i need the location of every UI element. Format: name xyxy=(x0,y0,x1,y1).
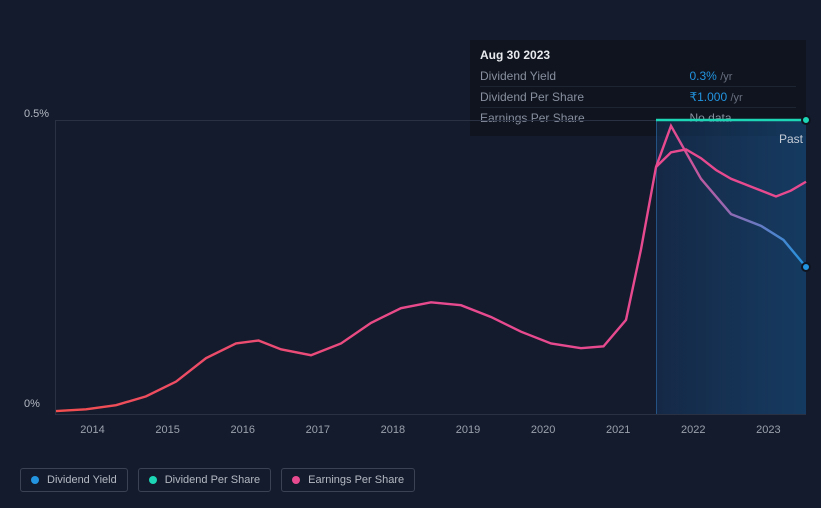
x-axis: 2014 2015 2016 2017 2018 2019 2020 2021 … xyxy=(55,424,806,436)
line-earnings-per-share xyxy=(656,149,806,196)
legend-item-dividend-yield[interactable]: Dividend Yield xyxy=(20,468,128,492)
legend-label: Dividend Per Share xyxy=(165,474,260,486)
legend-label: Earnings Per Share xyxy=(308,474,404,486)
x-tick: 2019 xyxy=(430,424,505,436)
x-tick: 2020 xyxy=(506,424,581,436)
x-tick: 2017 xyxy=(280,424,355,436)
legend-dot-icon xyxy=(292,476,300,484)
tooltip-row-label: Dividend Yield xyxy=(480,66,689,87)
plot-area[interactable] xyxy=(55,120,806,415)
endpoint-dot-dividend-per-share xyxy=(801,115,811,125)
past-label: Past xyxy=(779,132,803,146)
legend-dot-icon xyxy=(149,476,157,484)
tooltip-row-label: Dividend Per Share xyxy=(480,87,689,108)
legend-dot-icon xyxy=(31,476,39,484)
x-tick: 2018 xyxy=(355,424,430,436)
tooltip-table: Dividend Yield 0.3% /yr Dividend Per Sha… xyxy=(480,66,796,128)
x-tick: 2023 xyxy=(731,424,806,436)
legend: Dividend Yield Dividend Per Share Earnin… xyxy=(20,468,415,492)
tooltip-row-value: ₹1.000 /yr xyxy=(689,87,796,108)
x-tick: 2016 xyxy=(205,424,280,436)
x-tick: 2021 xyxy=(581,424,656,436)
tooltip-row-value: 0.3% /yr xyxy=(689,66,796,87)
tooltip-title: Aug 30 2023 xyxy=(480,48,796,62)
tooltip-row: Dividend Per Share ₹1.000 /yr xyxy=(480,87,796,108)
legend-item-earnings-per-share[interactable]: Earnings Per Share xyxy=(281,468,415,492)
endpoint-dot-dividend-yield xyxy=(801,262,811,272)
y-axis-tick-bottom: 0% xyxy=(24,398,40,410)
line-dividend-yield xyxy=(56,126,806,411)
x-tick: 2014 xyxy=(55,424,130,436)
y-axis-tick-top: 0.5% xyxy=(24,108,49,120)
chart-svg xyxy=(56,120,806,414)
legend-label: Dividend Yield xyxy=(47,474,117,486)
tooltip-row: Dividend Yield 0.3% /yr xyxy=(480,66,796,87)
x-tick: 2015 xyxy=(130,424,205,436)
x-tick: 2022 xyxy=(656,424,731,436)
legend-item-dividend-per-share[interactable]: Dividend Per Share xyxy=(138,468,271,492)
